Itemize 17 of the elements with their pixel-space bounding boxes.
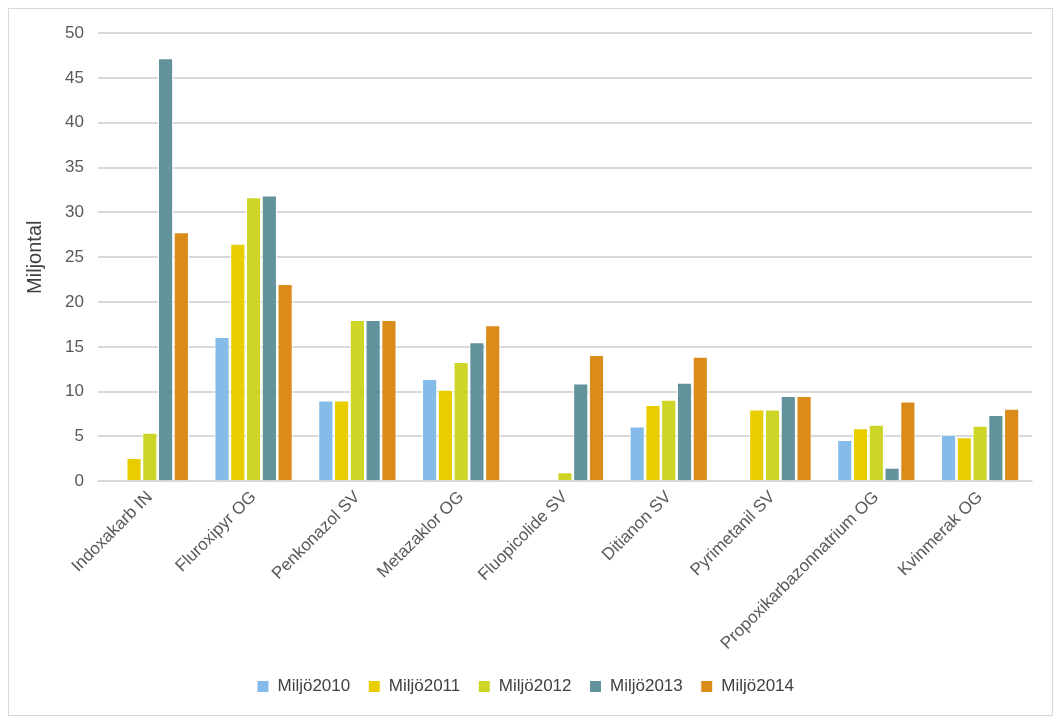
y-tick-label: 15 (64, 336, 84, 356)
y-tick-label: 50 (64, 22, 84, 42)
legend-label: Miljö2012 (498, 676, 572, 696)
y-tick-label: 25 (64, 246, 84, 266)
y-tick-label: 5 (74, 426, 84, 446)
y-tick-label: 35 (64, 157, 84, 177)
y-axis-title: Miljontal (22, 220, 45, 294)
legend-label: Miljö2013 (610, 676, 683, 696)
legend-label: Miljö2011 (388, 676, 461, 696)
y-tick-label: 20 (64, 291, 84, 311)
y-tick-label: 0 (74, 470, 84, 490)
y-tick-label: 45 (64, 67, 84, 87)
legend-label: Miljö2010 (277, 676, 351, 696)
y-tick-label: 10 (64, 381, 84, 401)
y-tick-label: 40 (64, 112, 84, 132)
y-tick-label: 30 (64, 202, 84, 222)
legend-label: Miljö2014 (721, 676, 795, 696)
